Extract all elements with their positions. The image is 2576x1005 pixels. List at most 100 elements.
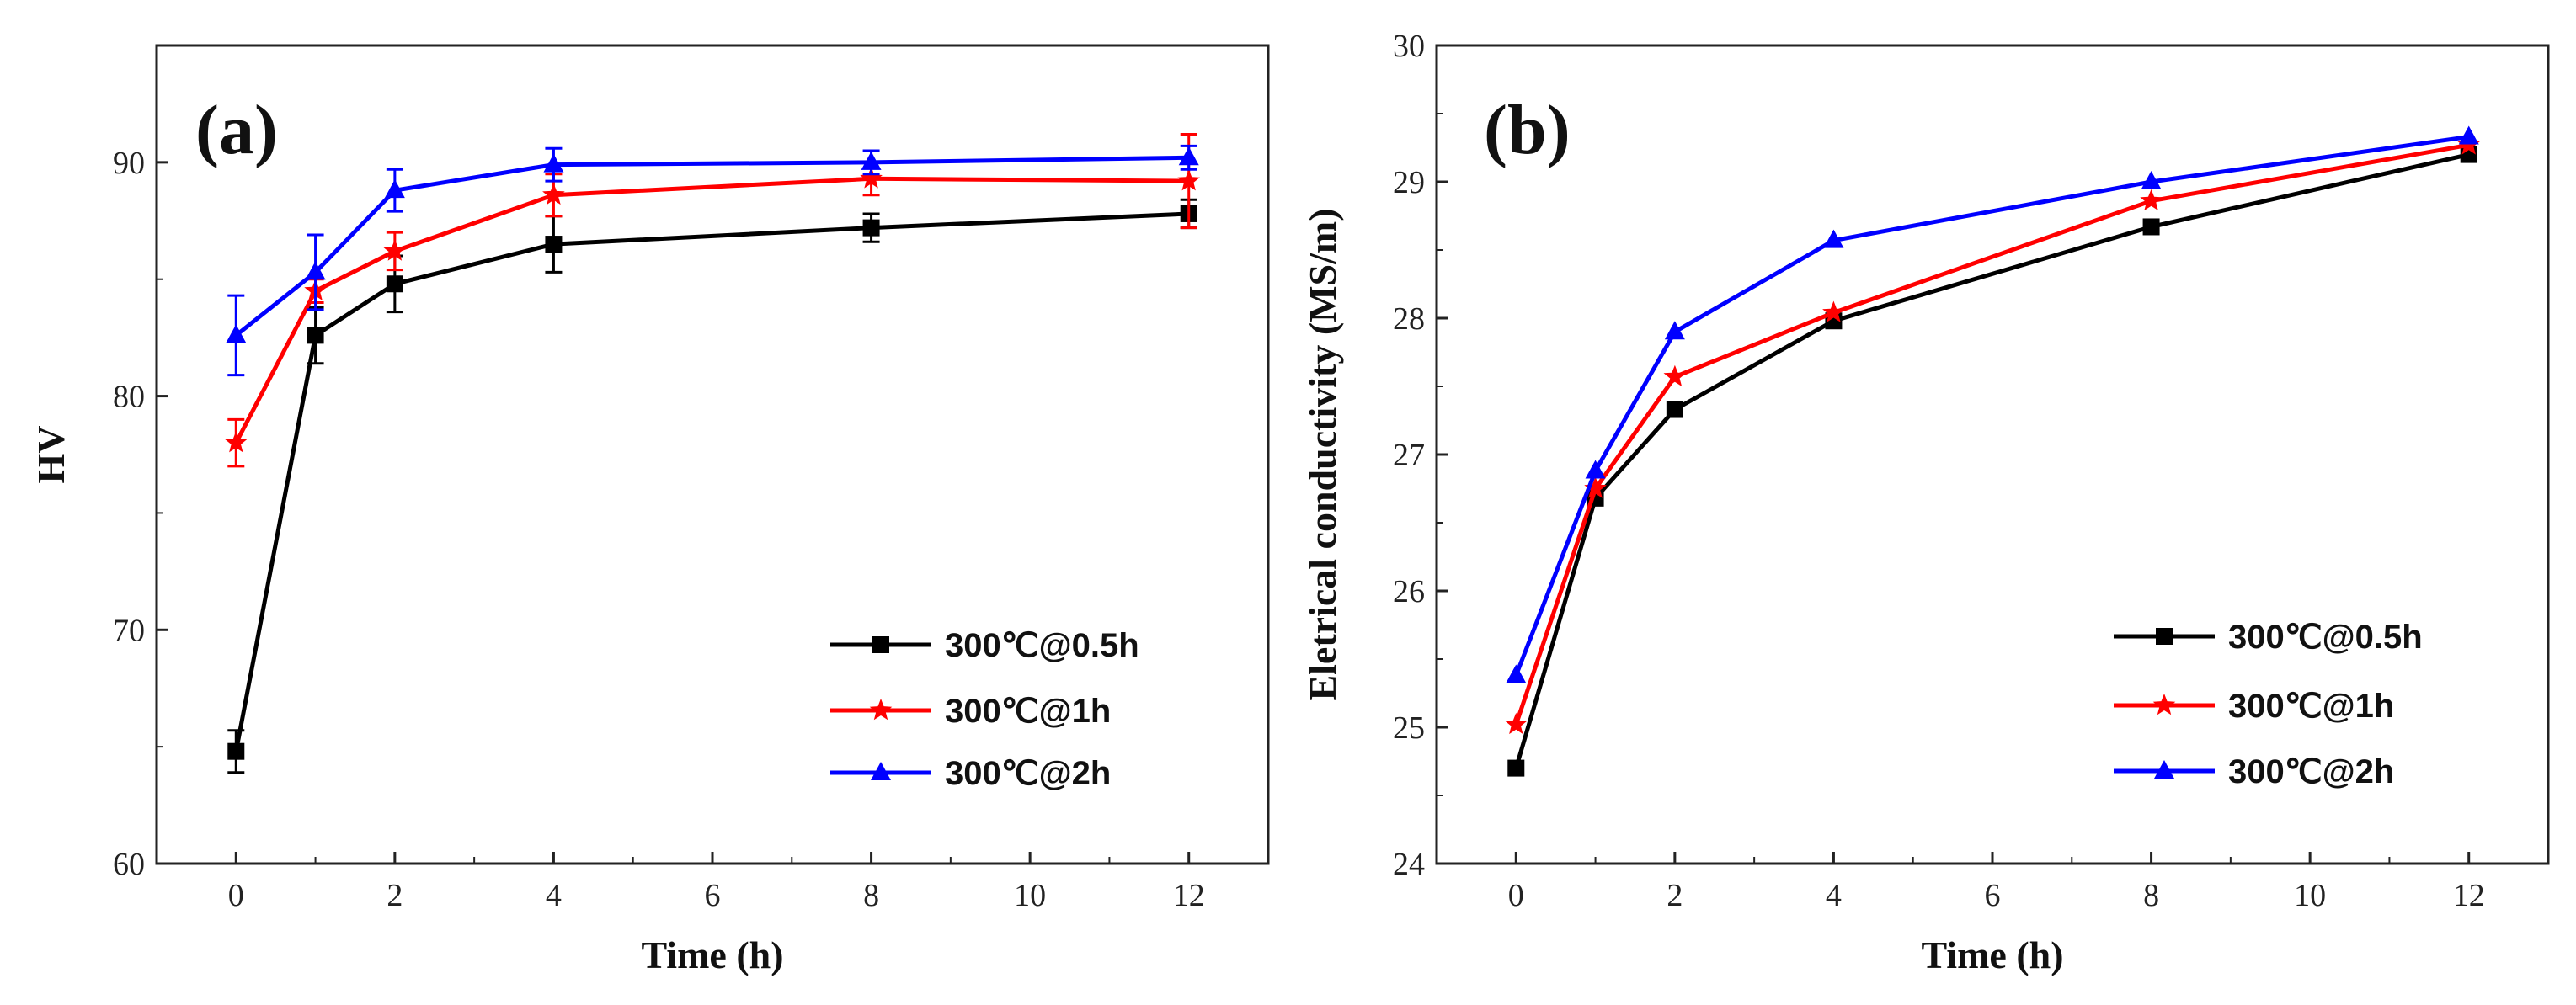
- data-point: [542, 183, 565, 205]
- data-point: [1177, 169, 1200, 191]
- x-ticks: 0 2 4 6 8 10 12: [1508, 852, 2485, 913]
- y-tick-label: 27: [1393, 438, 1425, 473]
- data-point: [227, 742, 245, 760]
- y-tick-label: 90: [113, 146, 145, 181]
- legend-marker: [2152, 694, 2176, 715]
- legend-marker: [2154, 760, 2174, 779]
- legend-marker: [2156, 628, 2173, 645]
- y-ticks: 24 25 26 27 28 29 30: [1393, 29, 1448, 882]
- series-layer: [225, 133, 1200, 774]
- y-tick-label: 30: [1393, 29, 1425, 64]
- data-point: [1585, 460, 1606, 479]
- data-point: [1663, 364, 1687, 386]
- x-tick-label: 2: [1667, 878, 1683, 913]
- y-tick-label: 25: [1393, 710, 1425, 746]
- series-layer: [1505, 125, 2480, 777]
- data-point: [2458, 125, 2479, 145]
- y-tick-label: 28: [1393, 301, 1425, 337]
- legend: 300℃@0.5h 300℃@1h 300℃@2h: [830, 627, 1139, 792]
- series-line: [1513, 142, 2470, 726]
- legend-entry: 300℃@1h: [2114, 688, 2394, 725]
- y-tick-label: 80: [113, 380, 145, 415]
- data-point: [225, 431, 248, 453]
- data-point: [2142, 218, 2160, 236]
- data-point: [1505, 712, 1528, 735]
- data-point: [386, 275, 403, 293]
- data-point: [1822, 300, 1845, 322]
- x-tick-label: 4: [1826, 878, 1842, 913]
- legend-label: 300℃@0.5h: [945, 627, 1139, 664]
- panel-label: (a): [195, 91, 278, 169]
- data-point: [872, 636, 889, 653]
- legend-label: 300℃@0.5h: [2228, 619, 2423, 656]
- legend-marker: [869, 699, 893, 721]
- x-tick-label: 8: [2143, 878, 2159, 913]
- data-point: [545, 236, 563, 253]
- data-point: [1507, 759, 1525, 777]
- data-point: [305, 261, 326, 280]
- data-point: [383, 239, 407, 261]
- legend: 300℃@0.5h 300℃@1h 300℃@2h: [2114, 619, 2423, 790]
- legend-entry: 300℃@2h: [2114, 753, 2394, 790]
- series-line: [1513, 152, 2470, 769]
- x-tick-label: 6: [705, 878, 721, 913]
- legend-label: 300℃@1h: [2228, 688, 2394, 725]
- data-point: [1666, 401, 1683, 418]
- y-tick-label: 26: [1393, 574, 1425, 609]
- y-tick-label: 60: [113, 847, 145, 882]
- data-point: [1823, 229, 1844, 248]
- legend-entry: 300℃@2h: [830, 755, 1111, 792]
- legend-entry: 300℃@1h: [830, 693, 1111, 730]
- y-axis-title: Eletrical conductivity (MS/m): [1301, 208, 1344, 700]
- x-tick-label: 12: [1173, 878, 1205, 913]
- x-tick-label: 0: [228, 878, 244, 913]
- panel-a: (a) Time (h) HV 0 2 4 6 8 10 12 60 70 80 90 300℃@…: [29, 44, 1270, 976]
- data-point: [871, 762, 891, 780]
- x-axis-title: Time (h): [1921, 933, 2063, 976]
- data-point: [384, 179, 405, 199]
- data-point: [2140, 189, 2163, 210]
- y-tick-label: 24: [1393, 847, 1425, 882]
- data-point: [862, 219, 880, 237]
- plot-area-frame: [155, 44, 1270, 865]
- x-tick-label: 2: [387, 878, 403, 913]
- data-point: [860, 167, 883, 189]
- x-tick-label: 6: [1985, 878, 2001, 913]
- data-point: [2141, 171, 2162, 189]
- data-point: [226, 324, 247, 343]
- data-point: [1584, 476, 1607, 498]
- legend-marker: [872, 636, 889, 653]
- x-ticks: 0 2 4 6 8 10 12: [228, 852, 1205, 913]
- panel-label: (b): [1484, 91, 1571, 169]
- series-line: [234, 176, 1189, 444]
- y-ticks: 60 70 80 90: [113, 146, 168, 882]
- data-point: [869, 699, 893, 721]
- legend-entry: 300℃@0.5h: [830, 627, 1139, 664]
- x-axis-title: Time (h): [641, 933, 783, 976]
- legend-label: 300℃@1h: [945, 693, 1111, 730]
- series-line: [234, 155, 1189, 338]
- data-point: [1664, 321, 1685, 340]
- data-point: [307, 327, 324, 344]
- data-point: [543, 153, 564, 173]
- x-tick-label: 10: [2294, 878, 2326, 913]
- data-point: [1506, 664, 1527, 683]
- legend-label: 300℃@2h: [945, 755, 1111, 792]
- legend-marker: [871, 762, 891, 780]
- x-tick-label: 8: [863, 878, 879, 913]
- data-point: [2152, 694, 2176, 715]
- data-point: [861, 151, 882, 170]
- legend-entry: 300℃@0.5h: [2114, 619, 2423, 656]
- y-axis-title: HV: [29, 426, 72, 484]
- series-line: [1513, 135, 2470, 677]
- x-tick-label: 10: [1014, 878, 1046, 913]
- x-tick-label: 0: [1508, 878, 1524, 913]
- x-tick-label: 12: [2453, 878, 2485, 913]
- data-point: [1178, 146, 1199, 166]
- x-tick-label: 4: [546, 878, 562, 913]
- data-point: [2156, 628, 2173, 645]
- y-tick-label: 70: [113, 613, 145, 648]
- y-tick-label: 29: [1393, 165, 1425, 200]
- data-point: [2154, 760, 2174, 779]
